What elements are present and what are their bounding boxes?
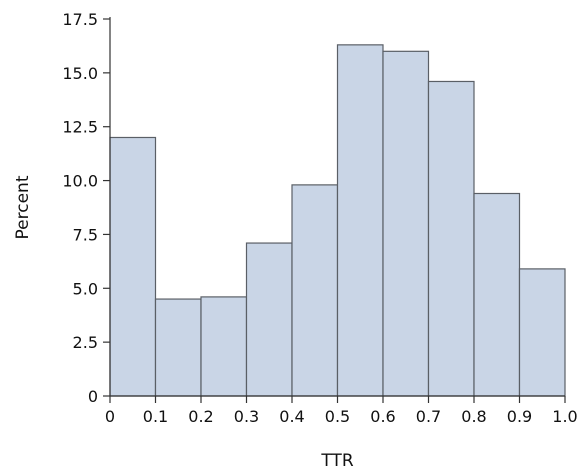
histogram-bar [427,80,475,397]
y-tick-label: 15.0 [62,64,98,83]
x-tick-label: 0.8 [461,407,486,426]
x-tick-label: 1.0 [552,407,577,426]
x-tick-label: 0.9 [507,407,532,426]
x-axis-label: TTR [320,451,353,471]
x-tick-label: 0 [105,407,115,426]
histogram-bar [154,298,202,397]
x-tick-label: 0.1 [143,407,168,426]
x-tick-label: 0.6 [370,407,395,426]
y-tick-label: 7.5 [73,225,98,244]
x-tick-label: 0.3 [234,407,259,426]
histogram-bar [109,136,157,397]
histogram-bar [245,242,293,397]
x-tick-label: 0.5 [325,407,350,426]
histogram-bar [336,44,384,397]
histogram-bar [382,50,430,397]
y-axis-label: Percent [13,175,33,239]
y-tick-label: 17.5 [62,10,98,29]
x-tick-label: 0.2 [188,407,213,426]
histogram-bar [291,184,339,397]
y-tick-label: 0 [88,387,98,406]
x-tick-label: 0.7 [416,407,441,426]
y-tick-label: 12.5 [62,118,98,137]
x-tick-label: 0.4 [279,407,304,426]
histogram-bar [518,268,566,397]
y-tick-label: 5.0 [73,279,98,298]
bars-group [109,44,566,397]
y-tick-label: 10.0 [62,172,98,191]
y-tick-label: 2.5 [73,333,98,352]
y-ticks-group: 0 2.5 5.0 7.5 10.0 12.5 15.0 17.5 [62,10,110,406]
histogram-bar [473,192,521,397]
histogram-bar [200,296,248,397]
x-ticks-group: 0 0.1 0.2 0.3 0.4 0.5 0.6 0.7 0.8 0.9 1.0 [105,396,578,426]
